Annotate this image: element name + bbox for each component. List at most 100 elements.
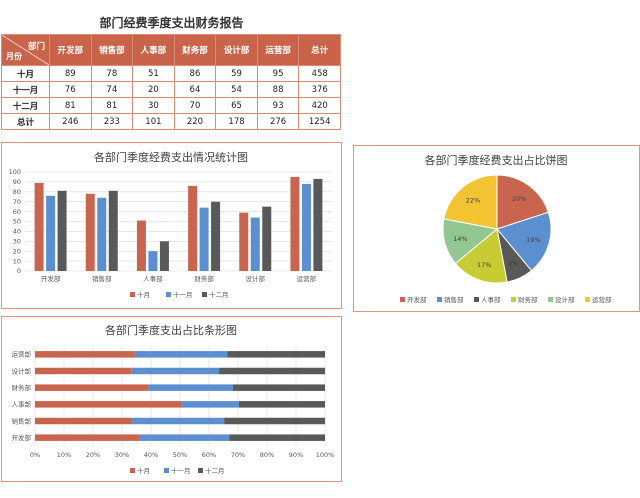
bar-segment [134, 351, 228, 358]
table-cell: 101 [132, 113, 175, 130]
legend-label: 十月 [137, 290, 150, 299]
y-tick-label: 60 [13, 208, 21, 216]
y-tick-label: 10 [13, 257, 21, 265]
report-title: 部门经费季度支出财务报告 [99, 16, 244, 30]
row-header: 十一月 [1, 81, 50, 98]
column-chart-panel[interactable]: 各部门季度经费支出情况统计图 0 10 20 30 40 50 60 70 80 90 100 开发部销… [1, 142, 342, 309]
bar [57, 190, 67, 271]
x-tick-label: 销售部 [92, 274, 112, 283]
bar [108, 190, 118, 271]
column-header: 财务部 [173, 34, 217, 66]
bar-segment [148, 384, 233, 391]
bar [97, 197, 107, 271]
legend-swatch [437, 297, 442, 302]
legend-swatch [474, 297, 479, 302]
table-header-row: 部门 月份 开发部 销售部 人事部 财务部 设计部 运营部 总计 [1, 34, 341, 66]
x-tick-label: 70% [231, 451, 245, 459]
y-tick-label: 20 [13, 247, 21, 255]
legend-label: 十一月 [173, 290, 193, 299]
bar-segment [35, 384, 149, 391]
x-tick-label: 20% [86, 451, 100, 459]
stacked-bar-chart-panel[interactable]: 各部门季度支出占比条形图 0% 10% 20% 30% 40% 50% 60% 70% 80% 90… [1, 316, 342, 482]
x-tick-label: 60% [202, 451, 216, 459]
x-tick-label: 30% [115, 451, 129, 459]
x-tick-label: 80% [260, 451, 274, 459]
column-chart: 各部门季度经费支出情况统计图0102030405060708090100开发部销… [9, 150, 332, 299]
column-header: 开发部 [49, 34, 92, 66]
x-tick-label: 开发部 [41, 274, 61, 283]
bar [46, 195, 56, 271]
chart-title: 各部门季度支出占比条形图 [105, 323, 237, 337]
table-cell: 376 [298, 81, 341, 98]
legend-swatch [548, 297, 553, 302]
slice-label: 19% [526, 236, 540, 244]
corner-month-label: 月份 [6, 52, 22, 61]
pie-slice [496, 174, 549, 230]
x-tick-label: 40% [144, 451, 158, 459]
pie-chart: 各部门季度经费支出占比饼图 20% 19% 8% 17% 14% 22% 开发部 销售部 人事部 财… [400, 153, 612, 304]
table-cell: 70 [173, 97, 217, 114]
bar-segment [139, 434, 230, 441]
y-tick-label: 人事部 [12, 400, 32, 409]
column-header: 运营部 [256, 34, 300, 66]
bar [159, 241, 169, 271]
x-tick-label: 10% [57, 451, 71, 459]
column-header: 设计部 [215, 34, 258, 66]
legend-swatch [198, 468, 203, 473]
row-header: 十二月 [1, 97, 50, 114]
bar-segment [227, 351, 325, 358]
bar [313, 178, 323, 271]
bar [136, 220, 146, 271]
table-cell: 51 [132, 65, 175, 82]
table-corner-cell: 部门 月份 [1, 34, 50, 66]
legend-swatch [400, 297, 405, 302]
table-cell: 420 [298, 97, 341, 114]
chart-title: 各部门季度经费支出情况统计图 [94, 150, 248, 164]
table-cell: 88 [256, 81, 300, 98]
table-cell: 81 [90, 97, 134, 114]
bar-segment [232, 384, 325, 391]
y-tick-label: 开发部 [12, 433, 32, 442]
bar-segment [132, 417, 225, 425]
row-header: 总计 [1, 113, 50, 130]
y-tick-label: 财务部 [12, 383, 32, 392]
slice-label: 8% [508, 260, 518, 268]
y-tick-label: 80 [13, 188, 21, 196]
pie-chart-panel[interactable]: 各部门季度经费支出占比饼图 20% 19% 8% 17% 14% 22% 开发部 销售部 人事部 财… [353, 145, 640, 312]
column-header: 人事部 [132, 34, 175, 66]
bar [148, 251, 158, 271]
y-tick-label: 90 [13, 178, 21, 186]
bar [262, 206, 272, 271]
x-tick-label: 90% [289, 451, 303, 459]
table-cell: 276 [256, 113, 300, 130]
table-cell: 54 [215, 81, 258, 98]
slice-label: 20% [512, 195, 526, 203]
bar-segment [35, 401, 182, 408]
table-cell: 233 [90, 113, 134, 130]
table-cell: 86 [173, 65, 217, 82]
table-cell: 78 [90, 65, 134, 82]
table-cell: 74 [90, 81, 134, 98]
legend-swatch [511, 297, 516, 302]
bar [211, 201, 221, 271]
table-cell: 93 [256, 97, 300, 114]
pie-slice [443, 174, 498, 230]
x-tick-label: 50% [173, 451, 187, 459]
y-tick-label: 100 [9, 168, 21, 176]
y-tick-label: 销售部 [12, 416, 32, 425]
legend-label: 销售部 [444, 295, 464, 304]
legend-label: 开发部 [407, 295, 427, 304]
slice-label: 17% [477, 261, 491, 269]
bar [85, 193, 95, 271]
table-row: 十一月 76 74 20 64 54 88 376 [1, 81, 341, 98]
legend-label: 财务部 [518, 295, 538, 304]
x-tick-label: 人事部 [143, 274, 163, 283]
x-tick-label: 0% [30, 451, 40, 459]
legend-label: 十月 [137, 466, 150, 475]
bar [250, 217, 260, 271]
legend-swatch [130, 468, 135, 473]
table-cell: 30 [132, 97, 175, 114]
y-tick-label: 30 [13, 238, 21, 246]
expense-table: 部门 月份 开发部 销售部 人事部 财务部 设计部 运营部 总计 十月 89 7… [1, 34, 341, 130]
column-header: 总计 [298, 34, 341, 66]
